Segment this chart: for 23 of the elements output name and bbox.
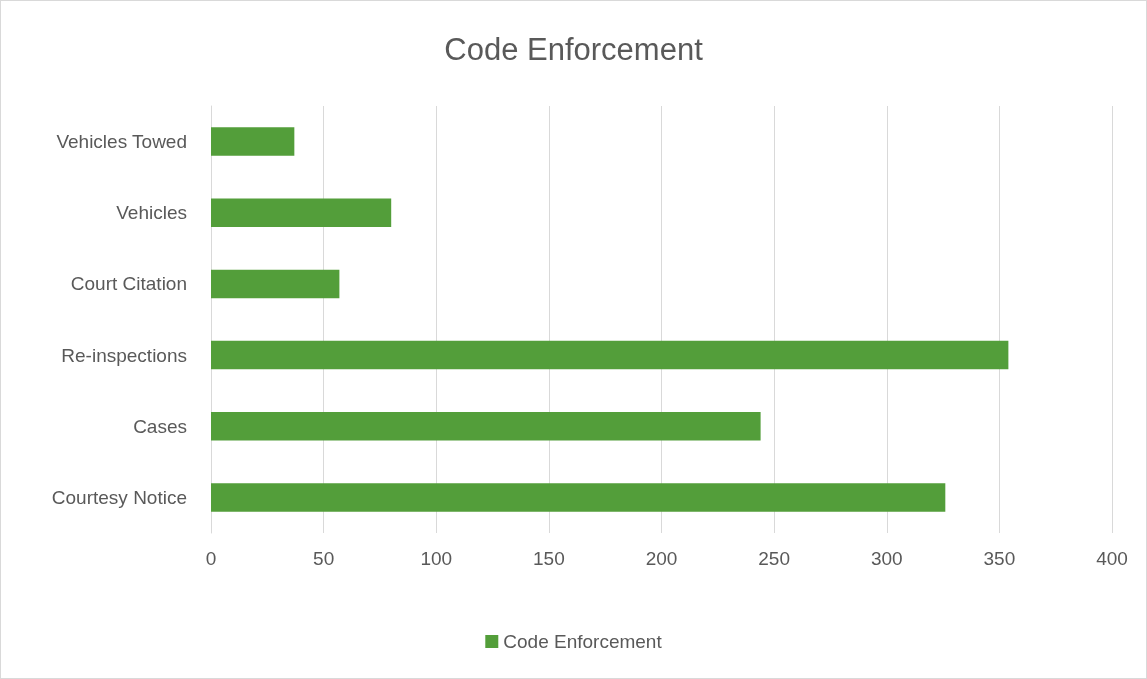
x-tick-label: 400 (1096, 548, 1128, 569)
bar (211, 269, 340, 299)
y-tick-label: Vehicles Towed (56, 131, 187, 153)
x-tick-label: 50 (313, 548, 335, 569)
x-tick-label: 150 (533, 548, 565, 569)
bar (211, 198, 392, 227)
y-tick-label: Re-inspections (61, 344, 187, 366)
x-tick-label: 200 (645, 548, 678, 569)
x-tick-label: 100 (420, 548, 453, 569)
x-tick-label: 0 (205, 548, 217, 569)
x-tick-label: 250 (758, 548, 790, 569)
y-tick-label: Court Citation (70, 273, 187, 295)
y-tick-label: Cases (133, 415, 187, 437)
bar (211, 412, 761, 441)
chart-title: Code Enforcement (444, 32, 704, 67)
x-tick-label: 350 (983, 548, 1016, 569)
y-tick-label: Courtesy Notice (51, 486, 187, 508)
x-tick-label: 300 (870, 548, 903, 569)
bar (211, 483, 946, 512)
bar (211, 340, 1009, 370)
y-tick-label: Vehicles (116, 202, 187, 224)
legend-label: Code Enforcement (503, 631, 663, 652)
bar (211, 127, 295, 156)
